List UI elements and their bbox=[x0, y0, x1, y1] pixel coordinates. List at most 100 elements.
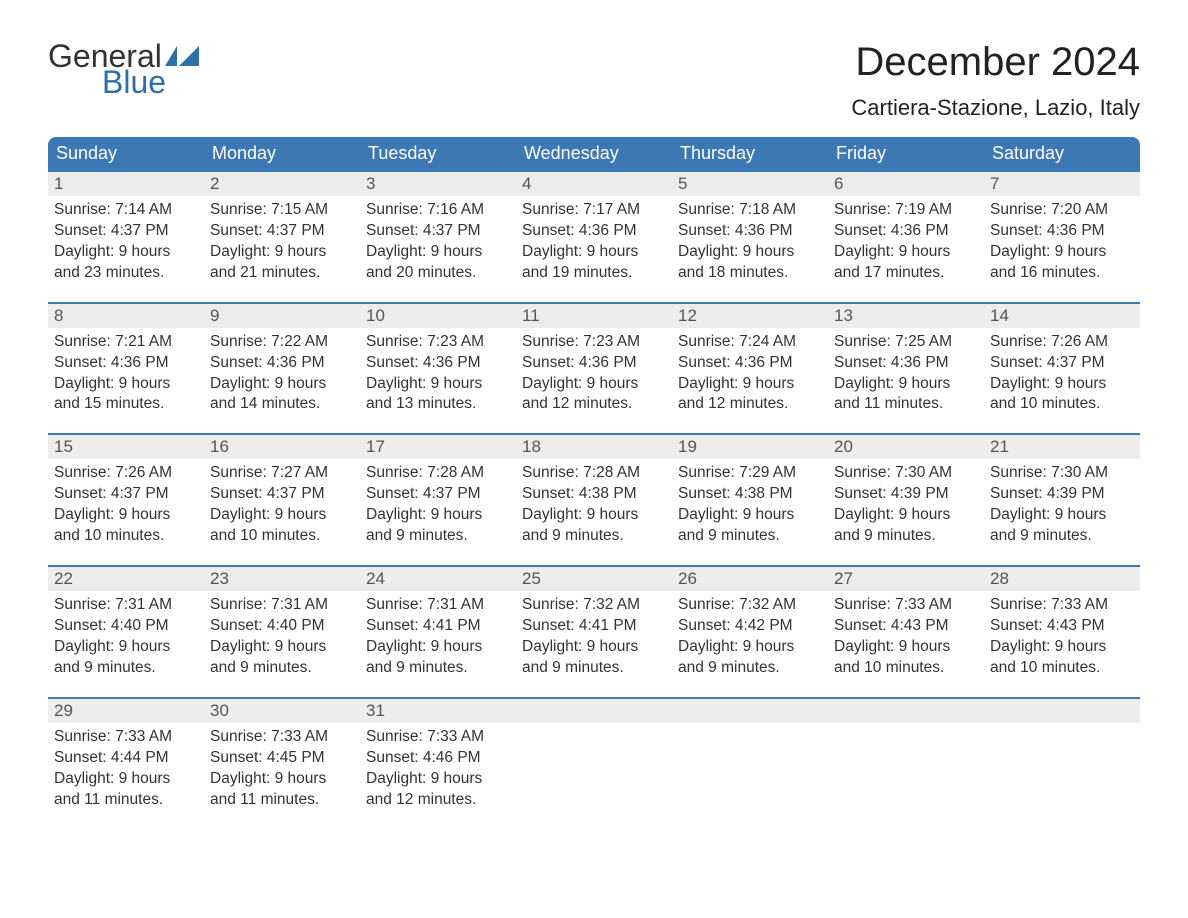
sunset-line: Sunset: 4:36 PM bbox=[678, 353, 822, 374]
day-body: Sunrise: 7:24 AMSunset: 4:36 PMDaylight:… bbox=[672, 328, 828, 416]
daylight-line-2: and 12 minutes. bbox=[522, 394, 666, 415]
logo-text-blue: Blue bbox=[102, 66, 199, 98]
sunset-line: Sunset: 4:41 PM bbox=[522, 616, 666, 637]
daylight-line-1: Daylight: 9 hours bbox=[834, 374, 978, 395]
daylight-line-1: Daylight: 9 hours bbox=[990, 505, 1134, 526]
header-thursday: Thursday bbox=[672, 137, 828, 170]
day-number: 19 bbox=[672, 433, 828, 459]
sunrise-line: Sunrise: 7:21 AM bbox=[54, 332, 198, 353]
daylight-line-1: Daylight: 9 hours bbox=[366, 637, 510, 658]
day-body: Sunrise: 7:19 AMSunset: 4:36 PMDaylight:… bbox=[828, 196, 984, 284]
sunset-line: Sunset: 4:37 PM bbox=[54, 221, 198, 242]
day-number: 16 bbox=[204, 433, 360, 459]
sunset-line: Sunset: 4:36 PM bbox=[54, 353, 198, 374]
daylight-line-2: and 11 minutes. bbox=[210, 790, 354, 811]
day-cell: 31Sunrise: 7:33 AMSunset: 4:46 PMDayligh… bbox=[360, 697, 516, 811]
daylight-line-2: and 10 minutes. bbox=[990, 394, 1134, 415]
sunrise-line: Sunrise: 7:20 AM bbox=[990, 200, 1134, 221]
day-cell: 27Sunrise: 7:33 AMSunset: 4:43 PMDayligh… bbox=[828, 565, 984, 679]
day-cell: 9Sunrise: 7:22 AMSunset: 4:36 PMDaylight… bbox=[204, 302, 360, 416]
daylight-line-1: Daylight: 9 hours bbox=[366, 769, 510, 790]
day-body: Sunrise: 7:31 AMSunset: 4:40 PMDaylight:… bbox=[204, 591, 360, 679]
day-body: Sunrise: 7:33 AMSunset: 4:43 PMDaylight:… bbox=[828, 591, 984, 679]
daylight-line-1: Daylight: 9 hours bbox=[54, 374, 198, 395]
day-cell: 1Sunrise: 7:14 AMSunset: 4:37 PMDaylight… bbox=[48, 170, 204, 284]
daylight-line-2: and 23 minutes. bbox=[54, 263, 198, 284]
sunrise-line: Sunrise: 7:14 AM bbox=[54, 200, 198, 221]
daylight-line-2: and 20 minutes. bbox=[366, 263, 510, 284]
sunset-line: Sunset: 4:41 PM bbox=[366, 616, 510, 637]
day-body: Sunrise: 7:31 AMSunset: 4:41 PMDaylight:… bbox=[360, 591, 516, 679]
sunrise-line: Sunrise: 7:31 AM bbox=[54, 595, 198, 616]
header-wednesday: Wednesday bbox=[516, 137, 672, 170]
empty-day-bar bbox=[828, 697, 984, 723]
day-body: Sunrise: 7:30 AMSunset: 4:39 PMDaylight:… bbox=[984, 459, 1140, 547]
daylight-line-1: Daylight: 9 hours bbox=[522, 637, 666, 658]
daylight-line-2: and 11 minutes. bbox=[834, 394, 978, 415]
day-cell: 21Sunrise: 7:30 AMSunset: 4:39 PMDayligh… bbox=[984, 433, 1140, 547]
day-body: Sunrise: 7:25 AMSunset: 4:36 PMDaylight:… bbox=[828, 328, 984, 416]
day-body: Sunrise: 7:26 AMSunset: 4:37 PMDaylight:… bbox=[984, 328, 1140, 416]
empty-day-bar bbox=[984, 697, 1140, 723]
daylight-line-2: and 16 minutes. bbox=[990, 263, 1134, 284]
sunrise-line: Sunrise: 7:31 AM bbox=[210, 595, 354, 616]
week-row: 15Sunrise: 7:26 AMSunset: 4:37 PMDayligh… bbox=[48, 433, 1140, 547]
sunrise-line: Sunrise: 7:26 AM bbox=[990, 332, 1134, 353]
daylight-line-1: Daylight: 9 hours bbox=[990, 637, 1134, 658]
day-cell: 23Sunrise: 7:31 AMSunset: 4:40 PMDayligh… bbox=[204, 565, 360, 679]
sunrise-line: Sunrise: 7:23 AM bbox=[366, 332, 510, 353]
day-cell: 17Sunrise: 7:28 AMSunset: 4:37 PMDayligh… bbox=[360, 433, 516, 547]
daylight-line-2: and 19 minutes. bbox=[522, 263, 666, 284]
day-number: 15 bbox=[48, 433, 204, 459]
weeks-container: 1Sunrise: 7:14 AMSunset: 4:37 PMDaylight… bbox=[48, 170, 1140, 810]
sunset-line: Sunset: 4:44 PM bbox=[54, 748, 198, 769]
day-body: Sunrise: 7:23 AMSunset: 4:36 PMDaylight:… bbox=[516, 328, 672, 416]
day-cell: 20Sunrise: 7:30 AMSunset: 4:39 PMDayligh… bbox=[828, 433, 984, 547]
sunset-line: Sunset: 4:37 PM bbox=[54, 484, 198, 505]
day-body: Sunrise: 7:28 AMSunset: 4:37 PMDaylight:… bbox=[360, 459, 516, 547]
daylight-line-2: and 9 minutes. bbox=[54, 658, 198, 679]
day-body: Sunrise: 7:21 AMSunset: 4:36 PMDaylight:… bbox=[48, 328, 204, 416]
day-cell: 10Sunrise: 7:23 AMSunset: 4:36 PMDayligh… bbox=[360, 302, 516, 416]
day-cell: 14Sunrise: 7:26 AMSunset: 4:37 PMDayligh… bbox=[984, 302, 1140, 416]
day-cell: 11Sunrise: 7:23 AMSunset: 4:36 PMDayligh… bbox=[516, 302, 672, 416]
daylight-line-1: Daylight: 9 hours bbox=[678, 637, 822, 658]
sunset-line: Sunset: 4:36 PM bbox=[834, 353, 978, 374]
calendar-header-row: Sunday Monday Tuesday Wednesday Thursday… bbox=[48, 137, 1140, 170]
day-number: 22 bbox=[48, 565, 204, 591]
day-cell: 5Sunrise: 7:18 AMSunset: 4:36 PMDaylight… bbox=[672, 170, 828, 284]
daylight-line-1: Daylight: 9 hours bbox=[990, 374, 1134, 395]
day-body: Sunrise: 7:27 AMSunset: 4:37 PMDaylight:… bbox=[204, 459, 360, 547]
daylight-line-1: Daylight: 9 hours bbox=[834, 637, 978, 658]
day-body: Sunrise: 7:23 AMSunset: 4:36 PMDaylight:… bbox=[360, 328, 516, 416]
sunset-line: Sunset: 4:39 PM bbox=[834, 484, 978, 505]
day-cell bbox=[984, 697, 1140, 811]
empty-day-bar bbox=[672, 697, 828, 723]
sunrise-line: Sunrise: 7:27 AM bbox=[210, 463, 354, 484]
daylight-line-1: Daylight: 9 hours bbox=[522, 374, 666, 395]
day-cell: 18Sunrise: 7:28 AMSunset: 4:38 PMDayligh… bbox=[516, 433, 672, 547]
sunset-line: Sunset: 4:40 PM bbox=[54, 616, 198, 637]
daylight-line-2: and 10 minutes. bbox=[834, 658, 978, 679]
sunrise-line: Sunrise: 7:28 AM bbox=[366, 463, 510, 484]
header-friday: Friday bbox=[828, 137, 984, 170]
sunset-line: Sunset: 4:37 PM bbox=[366, 221, 510, 242]
day-cell bbox=[828, 697, 984, 811]
location-text: Cartiera-Stazione, Lazio, Italy bbox=[851, 95, 1140, 121]
day-cell: 12Sunrise: 7:24 AMSunset: 4:36 PMDayligh… bbox=[672, 302, 828, 416]
sunrise-line: Sunrise: 7:15 AM bbox=[210, 200, 354, 221]
day-number: 23 bbox=[204, 565, 360, 591]
daylight-line-2: and 9 minutes. bbox=[366, 658, 510, 679]
day-cell: 30Sunrise: 7:33 AMSunset: 4:45 PMDayligh… bbox=[204, 697, 360, 811]
daylight-line-1: Daylight: 9 hours bbox=[210, 637, 354, 658]
logo: General Blue bbox=[48, 40, 199, 98]
daylight-line-2: and 9 minutes. bbox=[210, 658, 354, 679]
day-body: Sunrise: 7:26 AMSunset: 4:37 PMDaylight:… bbox=[48, 459, 204, 547]
sunset-line: Sunset: 4:38 PM bbox=[522, 484, 666, 505]
sunrise-line: Sunrise: 7:24 AM bbox=[678, 332, 822, 353]
day-cell: 16Sunrise: 7:27 AMSunset: 4:37 PMDayligh… bbox=[204, 433, 360, 547]
header-monday: Monday bbox=[204, 137, 360, 170]
day-number: 5 bbox=[672, 170, 828, 196]
sunrise-line: Sunrise: 7:32 AM bbox=[678, 595, 822, 616]
sunrise-line: Sunrise: 7:32 AM bbox=[522, 595, 666, 616]
